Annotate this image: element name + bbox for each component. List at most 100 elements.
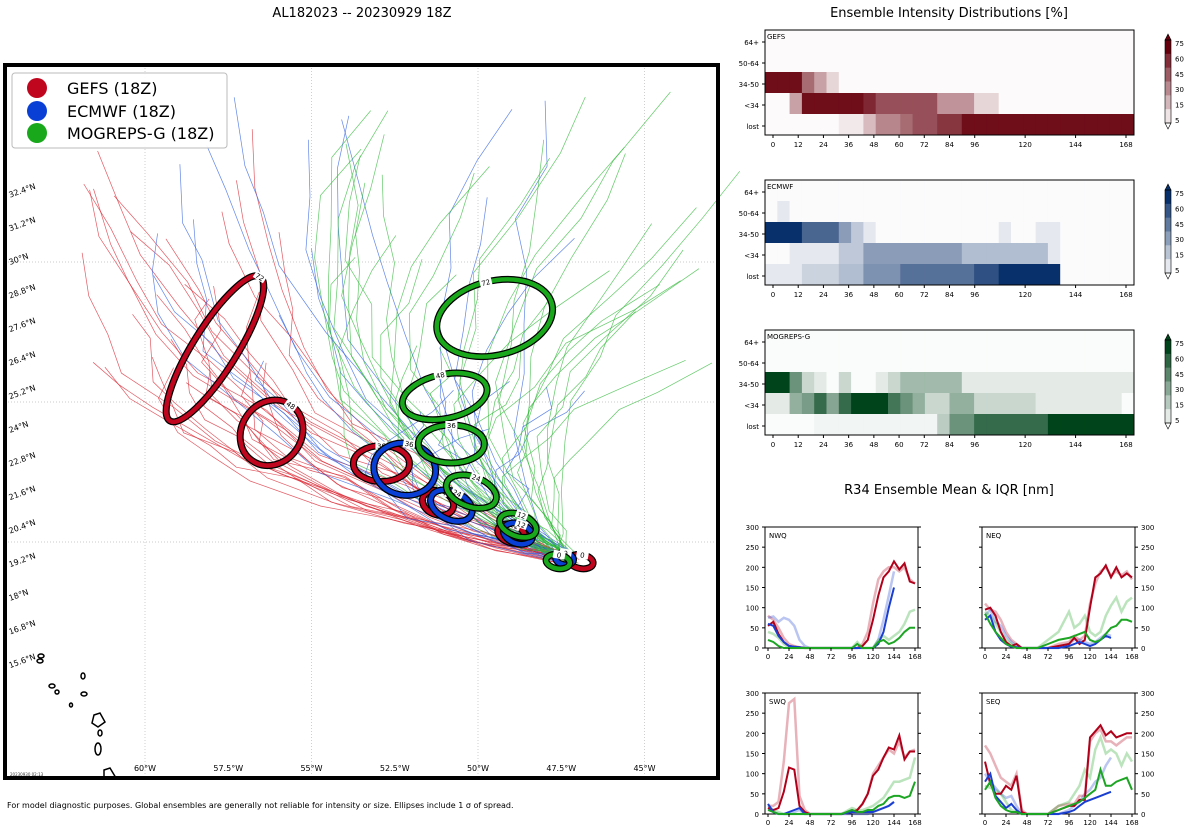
heatmap-cell (875, 243, 889, 265)
heatmap-x-label: 120 (1018, 141, 1031, 149)
r34-x-label: 0 (983, 653, 987, 661)
heatmap-cell (851, 330, 864, 352)
heatmap-cell (765, 351, 778, 373)
r34-x-label: 144 (1104, 653, 1118, 661)
heatmap-cell (1097, 114, 1110, 136)
heatmap-cell (838, 180, 852, 202)
ensemble-track (179, 164, 566, 555)
heatmap-cell (814, 180, 827, 202)
heatmap-cell (826, 222, 840, 244)
ensemble-track (551, 362, 713, 560)
r34-x-label: 168 (1125, 653, 1138, 661)
ensemble-track (537, 311, 636, 565)
heatmap-x-label: 168 (1119, 441, 1132, 449)
r34-x-label: 96 (1065, 819, 1074, 827)
heatmap-cell (851, 72, 864, 94)
r34-x-label: 96 (848, 819, 857, 827)
heatmap-cell (998, 51, 1012, 73)
island (91, 712, 106, 728)
colorbar-segment (1165, 190, 1171, 205)
heatmap-cell (924, 201, 938, 223)
heatmap-cell (998, 222, 1012, 244)
heatmap-cell (801, 51, 815, 73)
heatmap-cell (826, 72, 840, 94)
heatmap-cell (974, 351, 987, 373)
heatmap-cell (765, 393, 778, 415)
r34-mean-line-mogreps-g (984, 613, 1133, 649)
heatmap-cell (912, 201, 926, 223)
r34-y-label: 50 (750, 625, 759, 633)
heatmap-y-label: lost (746, 273, 759, 281)
heatmap-cell (1109, 372, 1123, 394)
heatmap-cell (1060, 414, 1073, 436)
legend-swatch-mogreps (27, 123, 47, 143)
heatmap-cell (912, 330, 926, 352)
heatmap-cell (1011, 393, 1024, 415)
r34-x-label: 24 (785, 819, 794, 827)
colorbar-tick: 15 (1175, 102, 1184, 110)
heatmap-cell (765, 243, 778, 265)
heatmap-y-label: 64+ (744, 39, 759, 47)
heatmap-cell (900, 201, 914, 223)
heatmap-cell (1011, 243, 1024, 265)
heatmap-cell (949, 393, 963, 415)
heatmap-cell (949, 414, 963, 436)
heatmap-cell (937, 372, 950, 394)
heatmap-cell (986, 30, 1000, 52)
heatmap-cell (937, 330, 950, 352)
heatmap-cell (888, 243, 901, 265)
r34-x-label: 120 (1083, 819, 1096, 827)
heatmap-cell (1011, 201, 1024, 223)
heatmap-cell (937, 30, 950, 52)
heatmap-cell (1097, 51, 1110, 73)
heatmap-cell (937, 243, 950, 265)
r34-title: R34 Ensemble Mean & IQR [nm] (844, 483, 1054, 498)
heatmap-cell (838, 414, 852, 436)
heatmap-x-label: 96 (970, 141, 979, 149)
heatmap-cell (1035, 201, 1049, 223)
heatmap-cell (900, 351, 914, 373)
heatmap-cell (789, 201, 803, 223)
ellipse-hour-label: 48 (285, 400, 297, 412)
heatmap-cell (1060, 243, 1073, 265)
heatmap-cell (765, 93, 778, 115)
land-islands (36, 653, 118, 779)
heatmap-cell (974, 180, 987, 202)
heatmap-cell (765, 114, 778, 136)
heatmap-cell (961, 114, 975, 136)
heatmap-cell (949, 243, 963, 265)
heatmap-cell (1060, 201, 1073, 223)
heatmap-cell (1072, 372, 1086, 394)
heatmap-cell (777, 243, 791, 265)
ensemble-track (203, 371, 566, 565)
heatmap-cell (1121, 264, 1135, 286)
heatmap-cell (1011, 414, 1024, 436)
heatmap-cell (765, 180, 778, 202)
r34-y-label: 0 (1141, 645, 1145, 653)
r34-x-label: 144 (1104, 819, 1118, 827)
heatmap-cell (1035, 393, 1049, 415)
heatmap-cell (1035, 264, 1049, 286)
spread-ellipse-gefs-48: 48 (236, 396, 307, 470)
heatmap-cell (986, 222, 1000, 244)
heatmap-x-label: 96 (970, 291, 979, 299)
heatmap-cell (801, 414, 815, 436)
heatmap-cell (1109, 72, 1123, 94)
heatmap-cell (765, 72, 778, 94)
heatmap-cell (998, 393, 1012, 415)
heatmap-cell (777, 330, 791, 352)
heatmap-cell (1060, 264, 1073, 286)
spread-ellipse-mogreps-g-48: 48 (398, 369, 491, 424)
heatmap-cell (851, 93, 864, 115)
heatmap-cell (1023, 372, 1037, 394)
heatmap-cell (888, 351, 901, 373)
r34-iqr-line-gefs (983, 727, 1132, 816)
heatmap-y-label: 50-64 (739, 360, 760, 368)
r34-x-label: 0 (766, 653, 770, 661)
island (68, 702, 74, 708)
footer-note: For model diagnostic purposes. Global en… (7, 801, 514, 810)
r34-y-label: 200 (1141, 730, 1154, 738)
r34-ensemble-charts: R34 Ensemble Mean & IQR [nm] NWQ 0 50 100 15… (746, 483, 1155, 827)
legend-label-mogreps: MOGREPS-G (18Z) (67, 124, 214, 143)
